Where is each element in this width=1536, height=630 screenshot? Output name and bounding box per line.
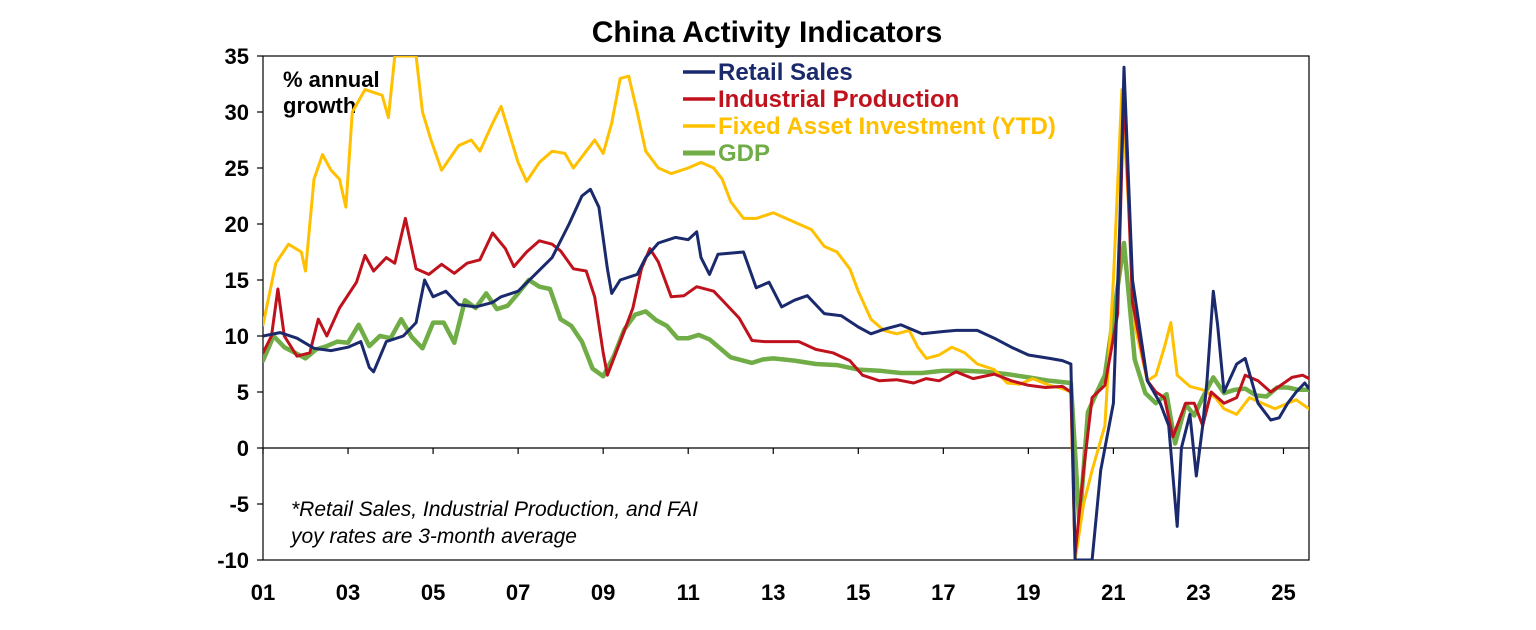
y-tick-label: -10 — [217, 548, 249, 573]
x-tick-label: 01 — [251, 580, 275, 605]
series-layer — [263, 56, 1309, 560]
y-unit-label-line-1: % annual — [283, 67, 380, 92]
x-tick-label: 23 — [1186, 580, 1210, 605]
y-tick-label: 5 — [237, 380, 249, 405]
footnote-line-2: yoy rates are 3-month average — [289, 525, 577, 548]
x-tick-label: 13 — [761, 580, 785, 605]
y-tick-label: 0 — [237, 436, 249, 461]
legend-label: Industrial Production — [718, 86, 959, 113]
x-tick-label: 05 — [421, 580, 445, 605]
y-tick-label: 10 — [225, 324, 249, 349]
legend-label: GDP — [718, 140, 770, 167]
legend-label: Retail Sales — [718, 59, 853, 86]
y-tick-label: -5 — [229, 492, 249, 517]
legend-label: Fixed Asset Investment (YTD) — [718, 113, 1056, 140]
x-tick-label: 03 — [336, 580, 360, 605]
x-tick-label: 19 — [1016, 580, 1040, 605]
series-line-gdp — [263, 240, 1309, 527]
x-tick-label: 07 — [506, 580, 530, 605]
y-axis: 35 30 25 20 15 10 5 0 -5 -10 — [217, 44, 1309, 573]
y-tick-label: 35 — [225, 44, 249, 69]
y-tick-label: 15 — [225, 268, 249, 293]
x-tick-label: 21 — [1101, 580, 1125, 605]
chart-title: China Activity Indicators — [592, 16, 943, 49]
footnote-line-1: *Retail Sales, Industrial Production, an… — [291, 498, 698, 521]
y-tick-label: 20 — [225, 212, 249, 237]
x-tick-label: 09 — [591, 580, 615, 605]
x-axis: 01 03 05 07 09 11 13 15 17 19 21 23 25 — [251, 448, 1296, 605]
x-tick-label: 15 — [846, 580, 870, 605]
series-line-retail-sales — [263, 65, 1309, 560]
y-tick-label: 25 — [225, 156, 249, 181]
series-line-industrial-production — [263, 82, 1309, 556]
x-tick-label: 25 — [1271, 580, 1295, 605]
x-tick-label: 11 — [677, 580, 700, 605]
y-tick-label: 30 — [225, 100, 249, 125]
y-unit-label-line-2: growth — [283, 93, 356, 118]
x-tick-label: 17 — [931, 580, 955, 605]
